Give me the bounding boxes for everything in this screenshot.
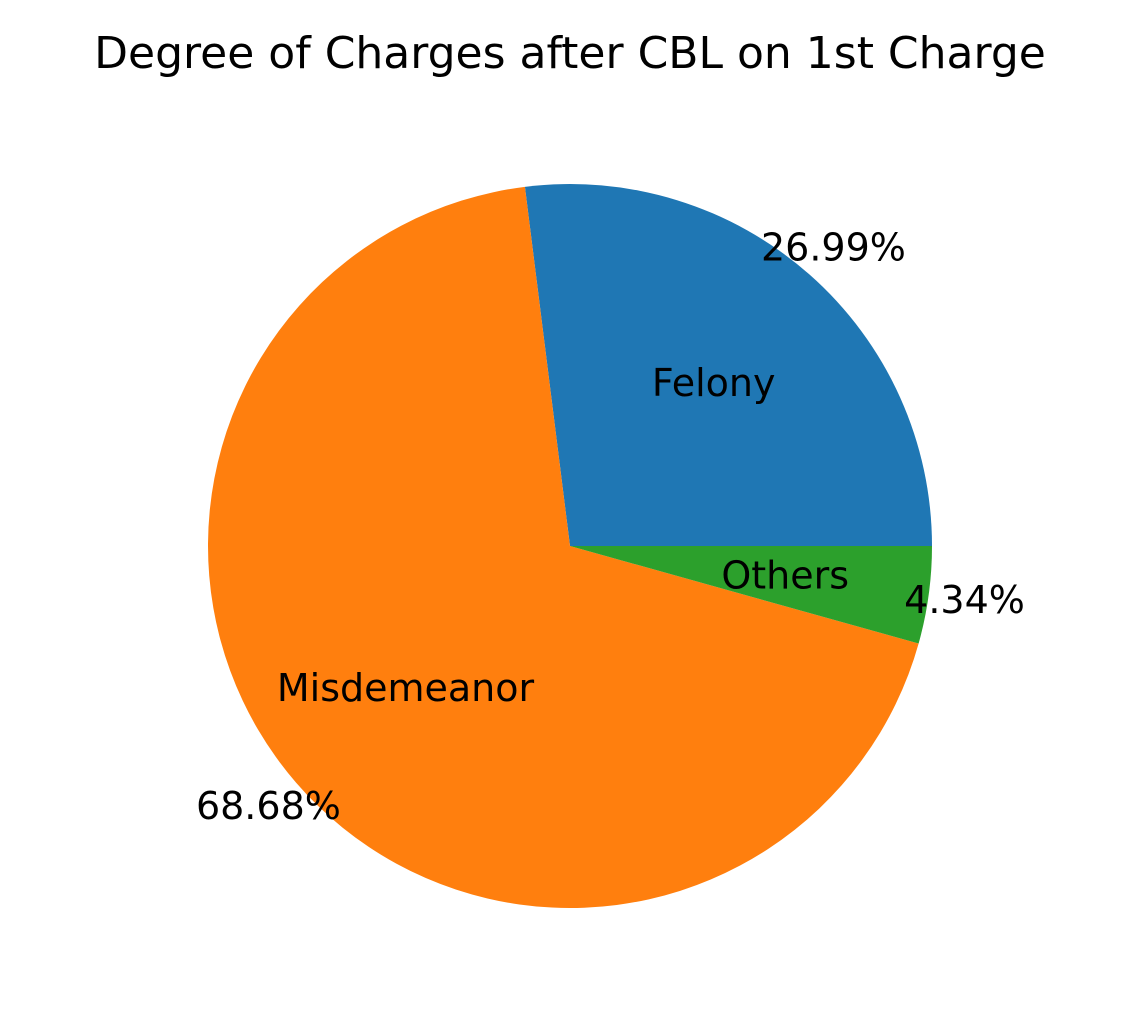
pie-slice-others	[570, 546, 932, 644]
pie-slice-felony	[524, 184, 932, 547]
pie-slices	[208, 184, 932, 909]
slice-percent-misdemeanor: 68.68%	[196, 784, 341, 828]
pie-slice-misdemeanor	[208, 186, 919, 909]
slice-label-misdemeanor: Misdemeanor	[277, 666, 535, 710]
chart-title: Degree of Charges after CBL on 1st Charg…	[94, 28, 1046, 79]
slice-percent-felony: 26.99%	[761, 225, 906, 269]
pie-labels: Felony 26.99% Misdemeanor 68.68% Others 4.34%	[196, 225, 1025, 828]
slice-label-felony: Felony	[652, 361, 776, 405]
slice-label-others: Others	[721, 554, 849, 598]
slice-percent-others: 4.34%	[904, 578, 1025, 622]
